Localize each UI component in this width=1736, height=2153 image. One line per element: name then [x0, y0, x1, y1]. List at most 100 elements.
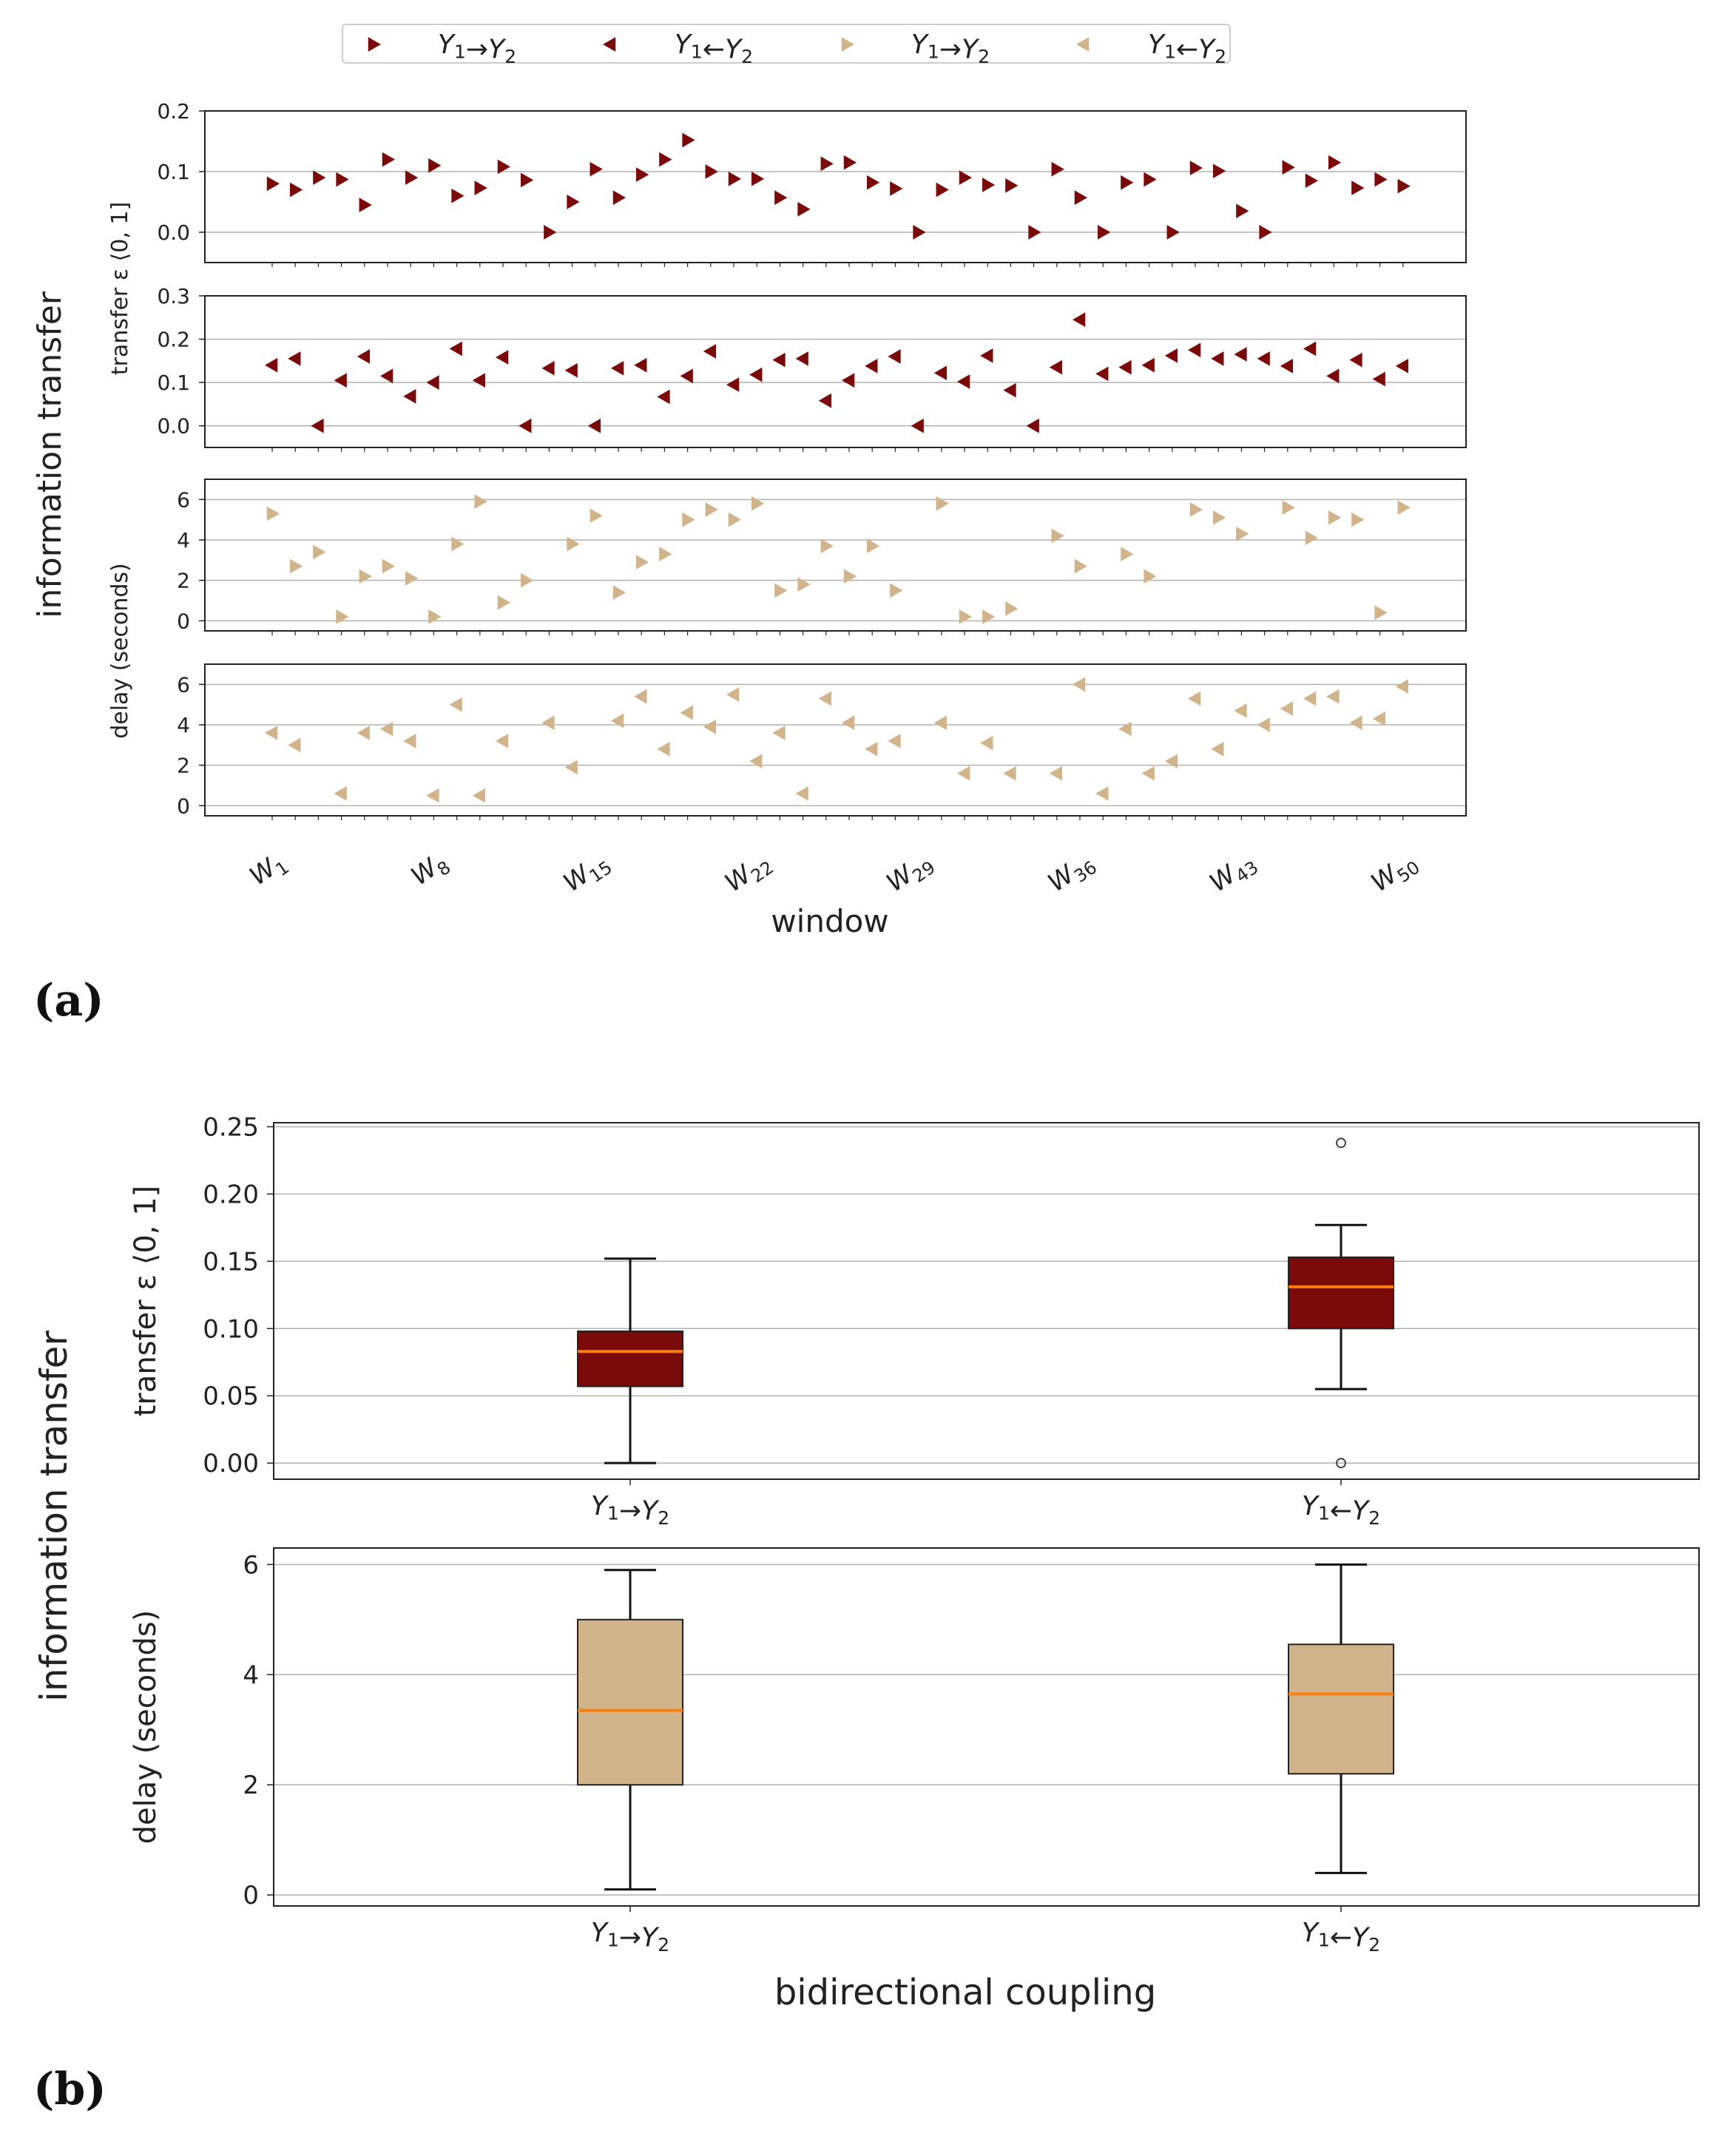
data-point — [264, 357, 278, 373]
subplot-a-1: 0.0 0.1 0.2 — [157, 99, 1467, 267]
data-point — [1303, 341, 1317, 356]
x-tick-label-36: W36 — [1043, 847, 1101, 902]
legend — [342, 24, 1231, 64]
data-point — [610, 713, 624, 729]
y-tick-label: 4 — [177, 528, 190, 552]
data-point — [682, 132, 695, 148]
data-point — [590, 161, 603, 177]
y-tick-label: 0 — [177, 609, 190, 633]
data-point — [959, 170, 973, 186]
data-point — [541, 360, 555, 376]
axes-frame — [273, 1547, 1700, 1907]
data-point — [703, 344, 717, 359]
data-point — [1164, 754, 1178, 769]
y-tick-label: 0.15 — [203, 1247, 259, 1277]
data-point — [865, 359, 878, 374]
data-point — [1187, 342, 1201, 358]
y-tick-label: 0.20 — [203, 1180, 259, 1209]
y-tick-label: 2 — [243, 1771, 259, 1800]
x-tick-label-1: Y1→Y2 — [591, 1491, 669, 1529]
data-point — [336, 172, 349, 187]
data-point — [289, 558, 303, 574]
data-point — [403, 389, 416, 404]
data-point — [1303, 691, 1317, 706]
data-point — [1280, 359, 1294, 374]
data-point — [266, 506, 280, 521]
data-point — [428, 609, 442, 624]
data-point — [1236, 203, 1249, 219]
data-point — [379, 368, 394, 384]
axes-frame — [204, 295, 1467, 448]
box-1 — [577, 1257, 683, 1464]
data-point — [818, 393, 832, 408]
data-point — [726, 687, 740, 702]
data-point — [866, 175, 880, 190]
data-point — [888, 349, 901, 364]
data-point — [1372, 711, 1385, 726]
data-point — [634, 689, 647, 704]
data-point — [1395, 359, 1409, 374]
data-point — [1349, 715, 1362, 731]
subplot-b-2: 0 2 4 6 — [243, 1547, 1700, 1912]
y-tick-label: 0.00 — [203, 1449, 259, 1478]
data-point — [936, 496, 949, 511]
y-tick-label: 4 — [243, 1660, 259, 1690]
data-point — [772, 352, 786, 368]
data-point — [680, 705, 693, 720]
axes-frame — [204, 110, 1467, 263]
data-point — [841, 715, 855, 731]
data-point — [357, 349, 371, 364]
subplot-a-4: 0 2 4 6 — [177, 663, 1467, 820]
data-point — [657, 389, 670, 405]
x-axis-label-b: bidirectional coupling — [774, 1972, 1156, 2013]
data-point — [1282, 160, 1295, 175]
data-point — [959, 609, 973, 624]
data-point — [843, 155, 857, 170]
data-point — [820, 156, 834, 172]
data-point — [610, 360, 624, 376]
axes-frame — [273, 1122, 1700, 1480]
data-point — [1328, 155, 1342, 170]
data-point — [564, 362, 578, 378]
data-point — [956, 374, 970, 389]
outlier — [1336, 1138, 1346, 1149]
data-point — [1234, 703, 1247, 718]
legend-entry-1: Y1→Y2 — [438, 30, 516, 67]
data-point — [982, 178, 996, 192]
y-tick-label: 0.05 — [203, 1382, 259, 1411]
y-tick-label: 0.3 — [157, 284, 190, 308]
data-point — [451, 188, 465, 203]
data-point — [866, 538, 880, 554]
data-point — [382, 152, 396, 167]
data-point — [797, 577, 811, 592]
data-point — [474, 180, 487, 196]
data-point — [1028, 225, 1041, 240]
data-point — [728, 512, 742, 527]
data-point — [728, 171, 742, 186]
data-point — [705, 164, 718, 179]
data-point — [1118, 721, 1132, 737]
y-tick-label: 4 — [177, 713, 190, 737]
y-tick-label: 6 — [243, 1550, 259, 1580]
data-point — [936, 182, 949, 197]
x-tick-label-2: Y1←Y2 — [1302, 1918, 1380, 1956]
data-point — [751, 496, 765, 511]
legend-entry-3: Y1→Y2 — [911, 30, 990, 67]
data-point — [1328, 510, 1342, 525]
panel-label-b: (b) — [33, 2064, 107, 2115]
data-point — [520, 572, 534, 588]
data-point — [519, 418, 532, 433]
data-point — [426, 375, 439, 391]
data-point — [403, 734, 416, 748]
y-tick-label: 6 — [177, 672, 190, 697]
data-point — [890, 583, 903, 598]
data-point — [1121, 175, 1134, 190]
data-point — [1003, 382, 1016, 398]
data-point — [288, 737, 301, 753]
data-point — [1003, 765, 1016, 781]
data-point — [1141, 765, 1155, 781]
data-point — [980, 348, 993, 363]
data-point — [1189, 160, 1203, 175]
data-point — [913, 225, 926, 240]
